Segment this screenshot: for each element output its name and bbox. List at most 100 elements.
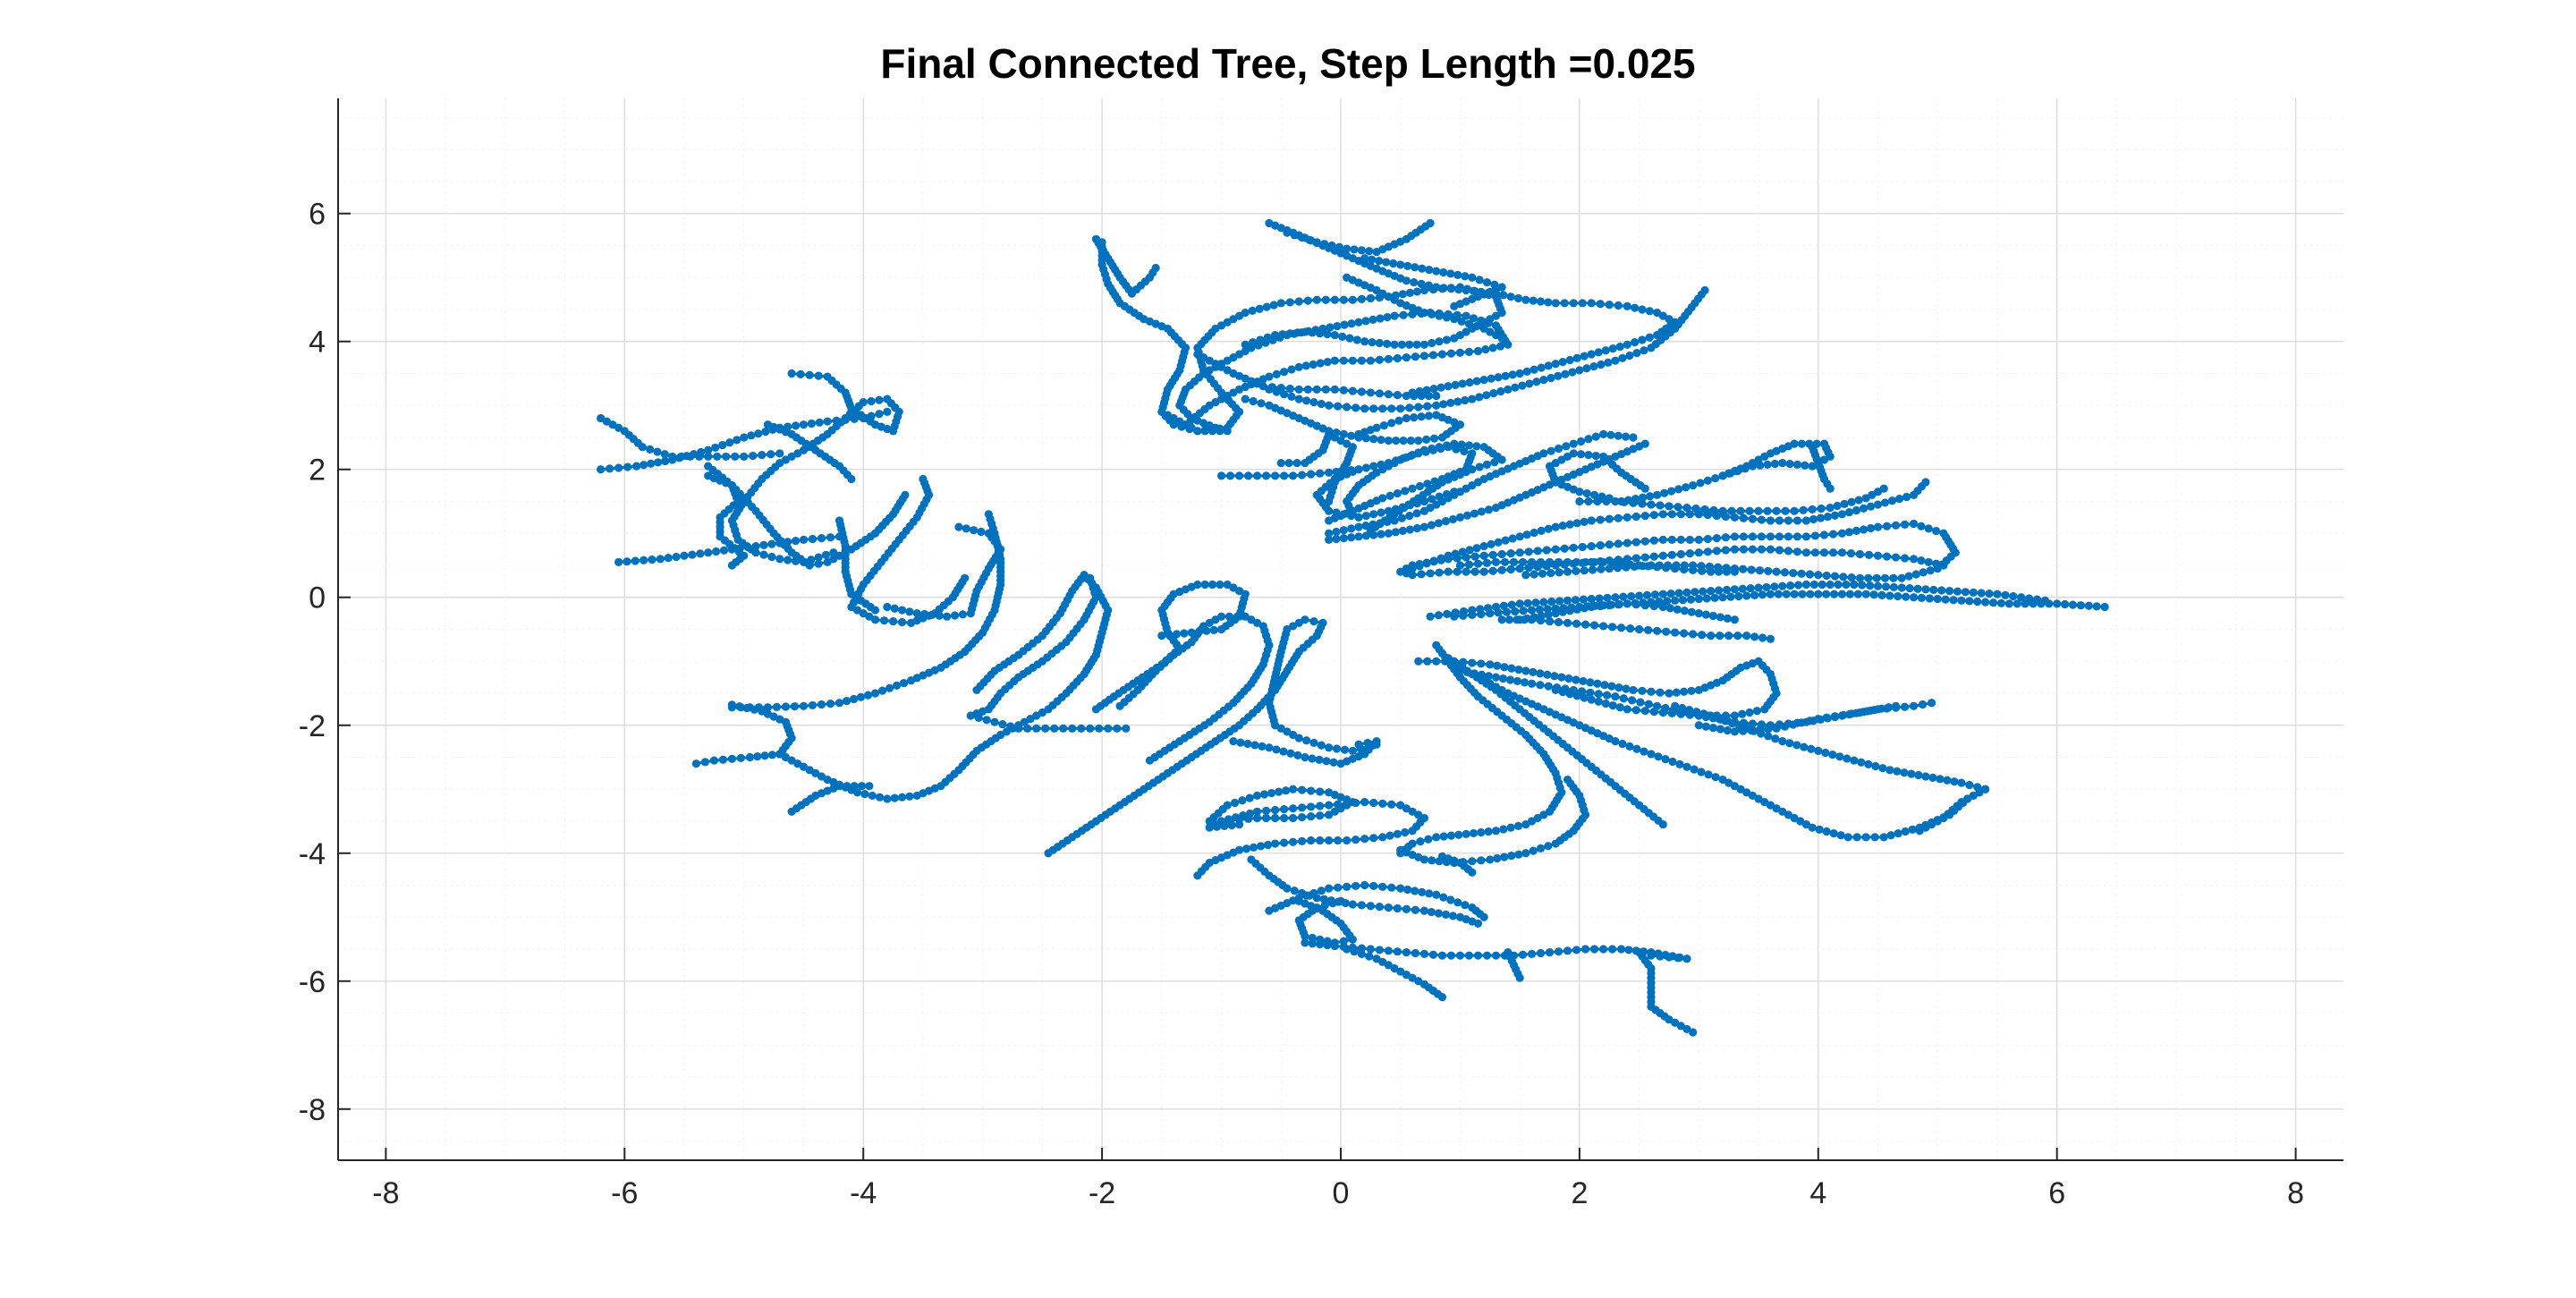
tree-node: [1859, 525, 1868, 534]
tree-node: [1539, 376, 1548, 385]
tree-node: [1872, 573, 1881, 582]
tree-node: [1584, 435, 1593, 444]
tree-node: [1852, 526, 1861, 535]
tree-node: [736, 753, 746, 763]
tree-node: [1529, 296, 1538, 305]
tree-node: [1332, 428, 1341, 437]
tree-node: [1809, 580, 1818, 590]
tree-node: [1343, 799, 1352, 808]
tree-node: [1591, 451, 1600, 461]
tree-node: [1417, 412, 1426, 421]
tree-node: [1579, 595, 1588, 604]
tree-node: [1225, 471, 1235, 480]
tree-node: [1424, 281, 1434, 290]
tree-node: [1408, 310, 1417, 318]
tree-node: [1335, 242, 1343, 251]
tree-node: [1580, 566, 1589, 575]
tree-node: [700, 758, 709, 767]
tree-node: [1605, 540, 1614, 549]
tree-node: [1468, 857, 1477, 866]
tree-node: [1455, 951, 1465, 960]
tree-node: [1316, 787, 1325, 796]
tree-node: [1644, 700, 1653, 708]
tree-node: [1252, 471, 1262, 480]
tree-node: [1965, 780, 1974, 790]
tree-node: [1414, 657, 1423, 666]
tree-node: [1870, 833, 1879, 842]
tree-node: [1572, 353, 1581, 362]
tree-node: [1269, 301, 1278, 310]
tree-node: [1611, 593, 1620, 602]
tree-node: [1379, 420, 1388, 430]
tree-node: [865, 782, 874, 791]
tree-node: [1504, 385, 1513, 394]
tree-node: [1847, 497, 1856, 506]
tree-node: [1682, 483, 1690, 492]
tree-node: [1303, 296, 1312, 305]
tree-node: [1496, 342, 1505, 351]
tree-node: [1441, 910, 1451, 920]
tree-node: [1649, 601, 1658, 611]
tree-node: [1280, 805, 1289, 814]
tree-node: [1640, 346, 1648, 355]
tree-node: [1710, 593, 1719, 602]
tree-node: [1597, 360, 1606, 369]
tree-node: [1864, 573, 1873, 582]
tree-node: [1424, 835, 1433, 844]
tree-node: [1428, 351, 1438, 360]
tree-node: [1403, 261, 1412, 270]
tree-node: [1619, 694, 1628, 703]
tree-node: [1391, 505, 1400, 513]
tree-node: [691, 759, 700, 768]
tree-node: [919, 609, 929, 619]
tree-node: [1450, 315, 1459, 324]
tree-node: [1193, 427, 1202, 436]
x-tick-label: 6: [2048, 1176, 2065, 1210]
tree-node: [781, 702, 791, 711]
tree-node: [1521, 295, 1530, 304]
tree-node: [1361, 531, 1370, 540]
tree-node: [1843, 754, 1852, 763]
tree-node: [1414, 436, 1423, 445]
tree-node: [1278, 330, 1287, 339]
tree-node: [1319, 895, 1328, 904]
tree-node: [1177, 422, 1186, 431]
x-tick-labels: -8 -6 -4 -2 0 2 4 6 8: [372, 1148, 2304, 1210]
tree-node: [1209, 625, 1218, 634]
tree-node: [1586, 688, 1595, 697]
tree-node: [1477, 856, 1486, 865]
tree-node: [1572, 557, 1581, 567]
tree-branch: [1635, 948, 1698, 1037]
tree-node: [1602, 691, 1612, 700]
tree-node: [1734, 591, 1743, 601]
tree-node: [821, 550, 831, 559]
tree-node: [1529, 667, 1538, 677]
tree-node: [1455, 561, 1465, 570]
tree-node: [1649, 536, 1658, 545]
tree-node: [1798, 590, 1807, 598]
tree-node: [1384, 436, 1393, 445]
tree-node: [1515, 599, 1524, 608]
tree-node: [1462, 285, 1470, 295]
tree-node: [1584, 451, 1593, 460]
tree-node: [1619, 592, 1628, 601]
tree-node: [870, 615, 880, 624]
tree-node: [654, 458, 663, 467]
tree-node: [1562, 442, 1571, 451]
tree-node: [1348, 746, 1357, 755]
tree-node: [1801, 461, 1809, 470]
tree-node: [1792, 516, 1802, 525]
tree-node: [1354, 522, 1363, 531]
tree-node: [950, 611, 960, 620]
tree-node: [1434, 519, 1444, 528]
tree-node: [1412, 340, 1421, 349]
tree-node: [1821, 748, 1830, 758]
tree-node: [1469, 314, 1479, 323]
tree-node: [897, 606, 907, 615]
tree-node: [2001, 590, 2010, 599]
tree-node: [1261, 806, 1271, 815]
tree-node: [1350, 245, 1359, 254]
tree-node: [1839, 710, 1848, 719]
tree-node: [2068, 600, 2078, 609]
tree-node: [1059, 724, 1068, 733]
